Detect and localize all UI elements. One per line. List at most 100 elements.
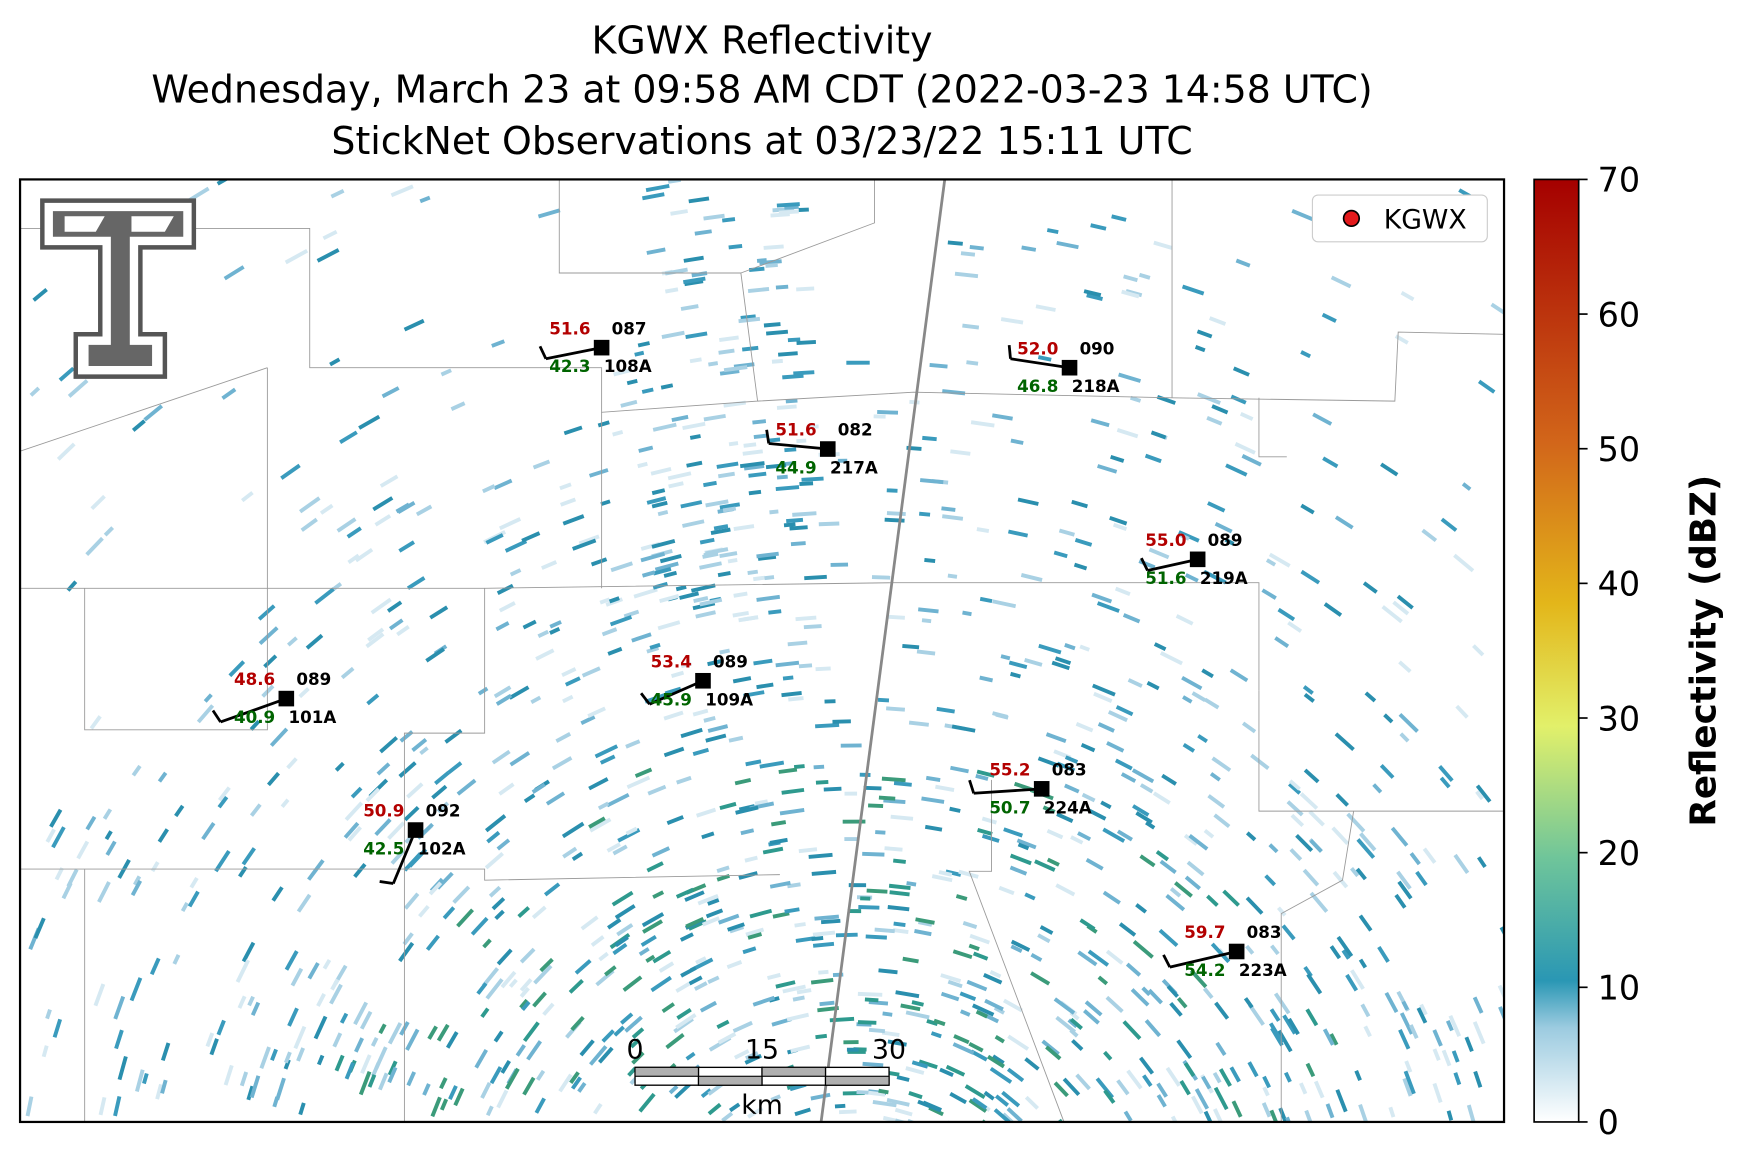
echo [612,844,628,856]
echo [521,1000,531,1012]
echo [866,888,888,894]
echo [679,932,694,942]
echo [1075,1073,1091,1091]
echo [1080,742,1096,753]
echo [771,358,783,364]
echo [611,890,634,907]
echo [1399,1012,1414,1035]
echo [1153,240,1173,250]
echo [287,1007,299,1027]
echo [578,534,600,546]
station-marker [1033,781,1050,797]
echo [743,442,757,448]
echo [762,846,784,855]
echo [403,318,425,332]
echo [640,551,666,563]
echo [950,449,971,456]
echo [390,849,405,865]
echo [157,771,168,783]
echo [608,596,620,604]
echo [785,398,798,404]
echo [491,749,511,765]
echo [1439,776,1451,789]
echo [1153,642,1167,651]
echo [131,419,146,432]
echo [680,304,699,311]
echo [1120,772,1137,783]
echo [434,770,450,785]
echo [837,458,848,463]
echo [1380,462,1399,477]
echo [1250,753,1270,770]
echo [52,1018,63,1038]
station-id: 223A [1239,960,1287,980]
echo [1285,1116,1295,1122]
echo [878,1088,889,1095]
echo [646,247,666,255]
echo [812,930,836,937]
echo [1262,1086,1270,1097]
echo [496,1089,509,1109]
echo [354,547,374,563]
echo [1105,995,1124,1013]
echo [1453,1072,1462,1086]
echo [726,960,743,970]
echo [1037,933,1051,944]
echo [968,943,980,951]
echo [1123,1110,1133,1122]
echo [1150,430,1167,440]
echo [769,880,791,889]
echo [972,951,989,961]
echo [280,798,290,808]
echo [1350,969,1365,990]
echo [759,760,785,769]
echo [1070,835,1084,845]
echo [1122,1020,1142,1040]
echo [796,340,817,345]
echo [652,949,672,964]
wind-barb-flag [1140,557,1149,572]
echo [1379,764,1395,779]
echo [748,489,762,496]
echo [964,1084,986,1100]
echo [1388,1106,1396,1118]
echo [777,351,798,357]
echo [817,1006,839,1013]
echo [221,387,237,400]
echo [1262,1075,1272,1089]
echo [486,830,501,844]
echo [1144,453,1162,464]
temperature: 53.4 [651,651,692,671]
echo [960,1009,971,1017]
echo [900,1003,921,1012]
scale-segment-fill [634,1066,700,1077]
echo [336,517,357,533]
echo [1181,284,1205,296]
echo [1024,1095,1039,1110]
wind-barb-flag [968,779,976,794]
station-marker [819,441,836,457]
echo [240,491,254,503]
echo [664,287,679,294]
echo [1010,671,1021,679]
echo [350,786,363,799]
echo [625,826,638,836]
colorbar-tick-label: 0 [1598,1103,1619,1142]
echo [25,1096,34,1117]
echo [815,780,829,785]
echo [1241,454,1262,467]
echo [1170,1115,1183,1122]
echo [664,686,682,696]
echo [1204,697,1220,710]
echo [735,805,759,815]
echo [958,869,979,879]
echo [1302,868,1320,887]
echo [1097,975,1109,986]
echo [1183,1062,1196,1077]
echo [1289,848,1303,861]
echo [1058,528,1075,537]
echo [1077,950,1098,967]
echo [976,527,990,534]
echo [1432,1082,1443,1103]
echo [1334,515,1354,530]
